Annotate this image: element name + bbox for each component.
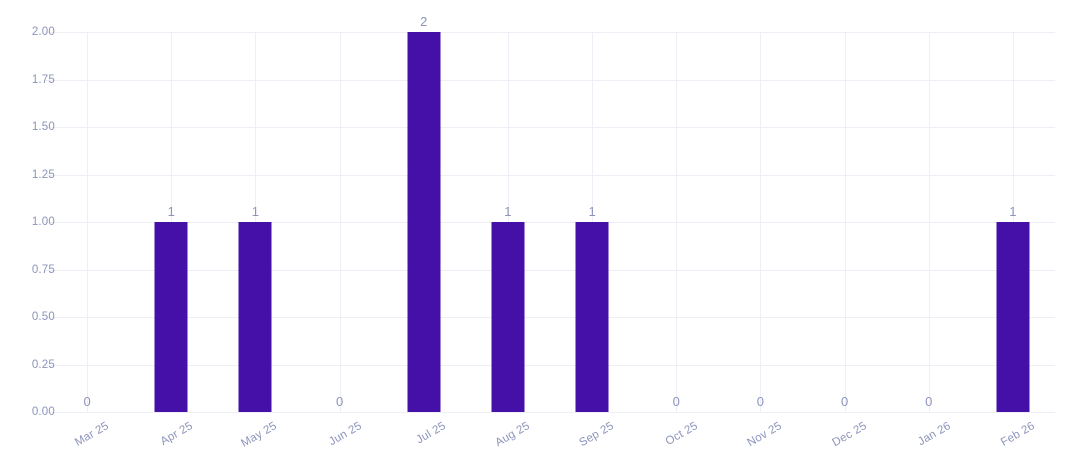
bar-value-label: 0 — [840, 394, 849, 409]
x-axis-tick-label: Apr 25 — [158, 420, 196, 448]
gridline-vertical — [339, 32, 341, 412]
gridline-horizontal — [45, 364, 1055, 366]
y-axis-tick-label: 1.25 — [31, 168, 55, 181]
bar[interactable] — [407, 32, 441, 412]
gridline-vertical — [87, 32, 89, 412]
gridline-horizontal — [45, 412, 1055, 413]
y-axis-tick-label: 0.25 — [31, 358, 55, 371]
gridline-horizontal — [45, 32, 1055, 33]
x-axis-tick-label: May 25 — [239, 420, 280, 450]
bar[interactable] — [238, 222, 272, 412]
gridline-vertical — [844, 32, 846, 412]
plot-area — [45, 32, 1055, 413]
gridline-vertical — [676, 32, 678, 412]
y-axis-tick-label: 0.50 — [31, 311, 55, 323]
bar[interactable] — [491, 222, 525, 412]
x-axis-tick-label: Jan 26 — [915, 420, 953, 449]
y-axis-tick-label: 0.75 — [31, 263, 55, 276]
x-axis-tick-label: Sep 25 — [577, 420, 617, 450]
bar-value-label: 0 — [335, 394, 344, 409]
y-axis-tick-label: 1.75 — [31, 73, 55, 86]
bar-value-label: 1 — [167, 204, 175, 219]
y-axis-tick-label: 2.00 — [31, 26, 55, 38]
y-axis-tick-label: 1.00 — [31, 216, 55, 228]
x-axis-tick-label: Aug 25 — [493, 420, 532, 450]
gridline-horizontal — [45, 222, 1055, 223]
gridline-horizontal — [45, 269, 1055, 271]
gridline-vertical — [928, 32, 930, 412]
gridline-horizontal — [45, 317, 1055, 318]
x-axis-tick-label: Nov 25 — [745, 420, 785, 450]
x-axis-tick-label: Jun 25 — [326, 420, 364, 449]
bar-value-label: 0 — [83, 394, 91, 409]
gridline-vertical — [760, 32, 762, 412]
bar[interactable] — [154, 222, 188, 412]
bar[interactable] — [575, 222, 609, 412]
bar[interactable] — [996, 222, 1030, 412]
y-axis-tick-label: 0.00 — [31, 406, 55, 418]
gridline-horizontal — [45, 127, 1055, 128]
bar-value-label: 1 — [588, 204, 596, 219]
bar-value-label: 1 — [251, 204, 260, 219]
gridline-horizontal — [45, 174, 1055, 176]
y-axis-tick-label: 1.50 — [31, 121, 55, 133]
bar-value-label: 2 — [420, 14, 428, 29]
x-axis-tick-label: Feb 26 — [998, 420, 1037, 449]
bar-value-label: 0 — [672, 394, 680, 409]
bar-value-label: 1 — [504, 204, 512, 219]
bar-value-label: 0 — [925, 394, 933, 409]
bar-value-label: 0 — [756, 394, 765, 409]
gridline-horizontal — [45, 79, 1055, 81]
x-axis-tick-label: Jul 25 — [414, 420, 448, 447]
x-axis-tick-label: Mar 25 — [73, 420, 112, 449]
x-axis-tick-label: Oct 25 — [663, 420, 701, 448]
x-axis-tick-label: Dec 25 — [829, 420, 869, 450]
bar-value-label: 1 — [1009, 204, 1017, 219]
